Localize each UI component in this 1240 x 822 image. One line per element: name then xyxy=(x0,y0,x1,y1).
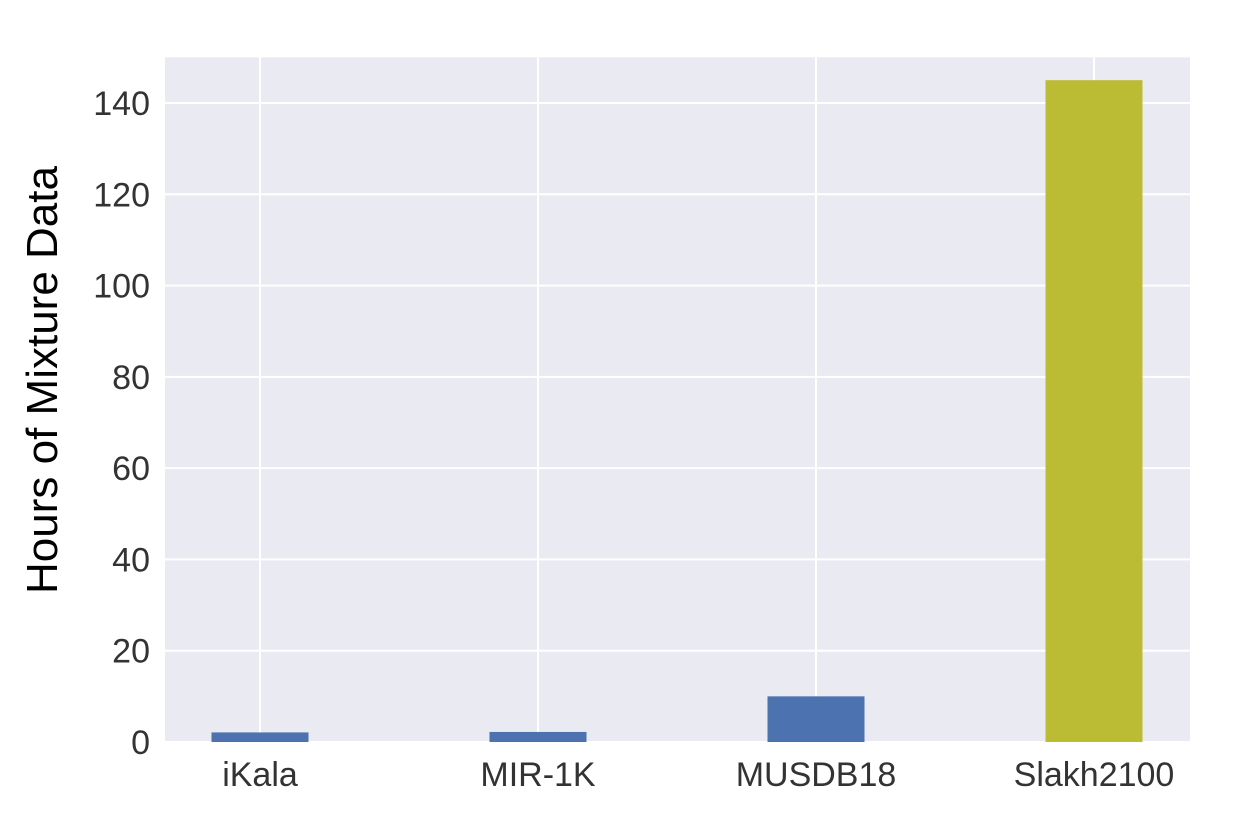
y-tick-label: 20 xyxy=(112,633,150,671)
x-tick-label: iKala xyxy=(222,756,298,794)
y-tick-labels: 0 20 40 60 80 100 120 140 xyxy=(93,85,150,762)
bar-musdb18 xyxy=(767,696,865,742)
plot-area xyxy=(165,57,1190,743)
y-tick-label: 0 xyxy=(131,724,150,762)
x-tick-label: MIR-1K xyxy=(480,756,596,794)
bar-ikala xyxy=(211,732,309,742)
y-tick-label: 80 xyxy=(112,359,150,397)
bar-slakh2100 xyxy=(1045,80,1143,742)
bar-mir-1k xyxy=(489,731,587,742)
x-tick-labels: iKala MIR-1K MUSDB18 Slakh2100 xyxy=(222,756,1174,794)
x-tick-label: MUSDB18 xyxy=(736,756,897,794)
x-tick-label: Slakh2100 xyxy=(1014,756,1175,794)
y-tick-label: 120 xyxy=(93,176,150,214)
y-tick-label: 140 xyxy=(93,85,150,123)
y-tick-label: 100 xyxy=(93,268,150,306)
y-tick-label: 40 xyxy=(112,541,150,579)
y-tick-label: 60 xyxy=(112,450,150,488)
y-axis-label: Hours of Mixture Data xyxy=(18,166,67,594)
bars xyxy=(211,80,1143,742)
